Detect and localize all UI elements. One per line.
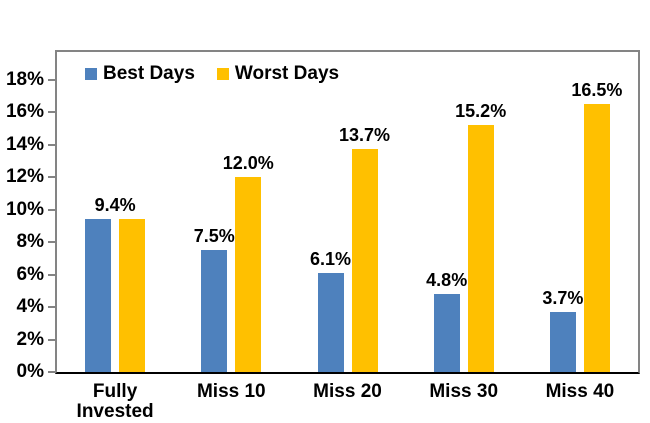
plot-area: Best Days Worst Days 9.4% 7.5% 12.0% 6.1% 13.… (55, 50, 640, 374)
y-axis-tick-label: 18% (5, 68, 44, 90)
data-label: 7.5% (193, 226, 235, 247)
data-label: 9.4% (94, 195, 136, 216)
y-axis-tick-label: 4% (16, 296, 44, 318)
bar-worst-days (583, 103, 610, 372)
y-axis-tick-mark (48, 371, 55, 373)
data-label: 6.1% (309, 248, 352, 269)
y-axis-tick-mark (48, 143, 55, 146)
bar-worst-days (467, 125, 494, 372)
bar-best-days (85, 219, 112, 372)
y-axis-tick-mark (48, 338, 55, 341)
bar-best-days (433, 294, 460, 372)
y-axis-tick-mark (48, 111, 55, 114)
y-axis-tick-mark (48, 241, 55, 244)
y-axis-tick-label: 6% (16, 263, 44, 285)
x-axis-category-label: Fully Invested (76, 381, 154, 422)
y-axis-tick-mark (48, 176, 55, 179)
bar-best-days (317, 272, 344, 372)
y-axis-tick-label: 8% (16, 231, 44, 253)
data-label: 12.0% (222, 153, 274, 174)
plot-area-inner: Best Days Worst Days 9.4% 7.5% 12.0% 6.1% 13.… (57, 52, 638, 372)
legend-item: Worst Days (216, 63, 340, 85)
y-axis-tick-label: 12% (5, 166, 44, 188)
legend-label: Worst Days (234, 63, 340, 84)
bar-best-days (201, 250, 228, 372)
x-axis-category-label: Miss 30 (429, 381, 499, 402)
y-axis-tick-mark (48, 273, 55, 276)
y-axis-tick-label: 14% (5, 133, 44, 155)
data-label: 4.8% (426, 270, 468, 291)
y-axis-tick-mark (48, 306, 55, 309)
bar-worst-days (119, 219, 146, 372)
legend-label: Best Days (103, 63, 195, 84)
x-axis-category-label: Miss 40 (545, 381, 615, 402)
legend-swatch-icon (85, 68, 97, 80)
y-axis-tick-label: 2% (16, 328, 44, 350)
x-axis-category-label: Miss 10 (196, 381, 266, 402)
legend-swatch-icon (216, 68, 229, 80)
bar-worst-days (351, 149, 378, 372)
y-axis-tick-mark (48, 78, 55, 81)
data-label: 13.7% (338, 125, 391, 146)
y-axis-tick-mark (48, 208, 55, 211)
bar-worst-days (235, 177, 262, 372)
x-axis-category-label: Miss 20 (313, 381, 382, 402)
data-label: 15.2% (455, 101, 507, 122)
y-axis-tick-label: 0% (16, 361, 44, 382)
legend-item: Best Days (85, 63, 195, 85)
data-label: 3.7% (542, 287, 584, 308)
y-axis-tick-label: 10% (5, 198, 44, 220)
legend: Best Days Worst Days (85, 63, 339, 85)
y-axis-tick-label: 16% (5, 101, 44, 123)
data-label: 16.5% (571, 79, 623, 100)
bar-best-days (549, 311, 576, 372)
